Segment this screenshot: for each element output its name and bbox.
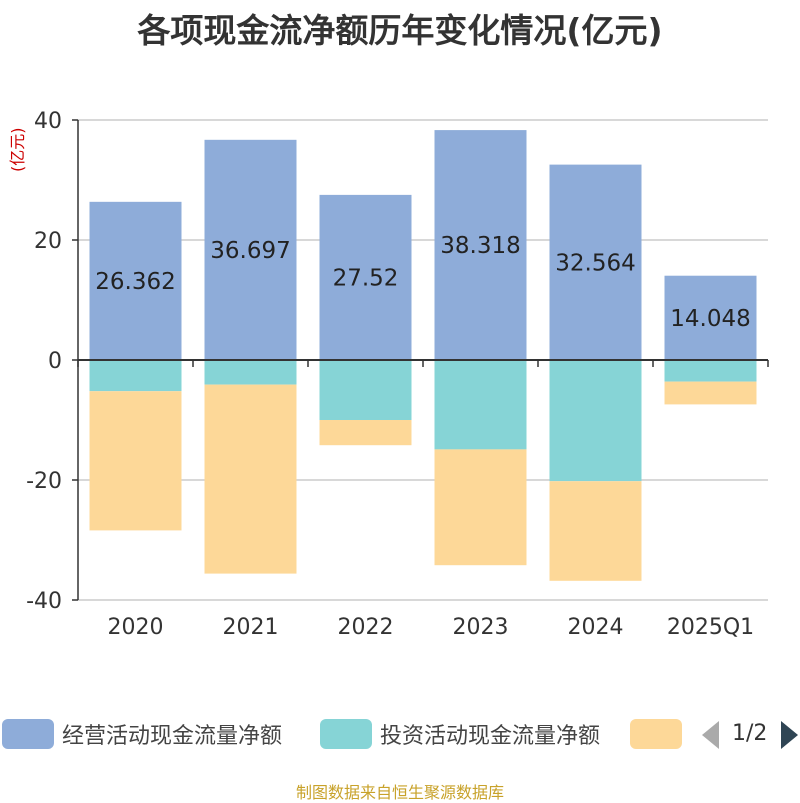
chart-title: 各项现金流净额历年变化情况(亿元) xyxy=(137,11,663,50)
y-tick-label: 40 xyxy=(34,109,62,134)
legend-swatch-financing xyxy=(630,719,682,749)
data-label-operating: 36.697 xyxy=(210,238,290,264)
bar-operating xyxy=(204,139,297,360)
y-tick-label: 0 xyxy=(48,349,62,374)
bar-financing xyxy=(89,391,182,531)
bar-series xyxy=(89,130,757,581)
y-tick-label: 20 xyxy=(34,229,62,254)
y-tick-label: -40 xyxy=(26,589,62,614)
x-tick-label: 2023 xyxy=(453,615,509,640)
data-label-operating: 38.318 xyxy=(440,233,520,259)
bar-investing xyxy=(89,360,182,392)
bar-chart: 40 20 0 -20 -40 2020 2021 2022 2023 2024 2025Q1 26… xyxy=(26,109,769,640)
pager-page-indicator: 1/2 xyxy=(732,721,768,746)
legend-swatch-investing xyxy=(320,719,372,749)
bar-operating xyxy=(549,164,642,360)
x-tick-label: 2024 xyxy=(568,615,624,640)
bar-investing xyxy=(319,360,412,420)
legend-pager: 1/2 xyxy=(700,719,800,751)
data-source-note: 制图数据来自恒生聚源数据库 xyxy=(295,783,504,802)
bar-operating xyxy=(89,201,182,360)
x-tick-label: 2022 xyxy=(338,615,394,640)
legend-item-financing[interactable] xyxy=(630,714,682,754)
bar-operating xyxy=(434,130,527,360)
bar-investing xyxy=(204,360,297,385)
bar-financing xyxy=(664,381,757,405)
data-label-operating: 14.048 xyxy=(670,306,750,332)
legend-label-investing: 投资活动现金流量净额 xyxy=(380,724,601,749)
x-tick-label: 2025Q1 xyxy=(667,615,754,640)
axes: 40 20 0 -20 -40 2020 2021 2022 2023 2024 2025Q1 xyxy=(26,109,769,640)
pager-prev-arrow-icon[interactable] xyxy=(702,721,719,749)
legend-label-operating: 经营活动现金流量净额 xyxy=(62,724,283,749)
legend-item-operating[interactable]: 经营活动现金流量净额 xyxy=(2,714,282,754)
legend-swatch-operating xyxy=(2,719,54,749)
bar-investing xyxy=(664,360,757,382)
data-label-operating: 27.52 xyxy=(333,265,399,291)
legend-item-investing[interactable]: 投资活动现金流量净额 xyxy=(320,714,600,754)
bar-financing xyxy=(319,420,412,446)
x-tick-label: 2021 xyxy=(223,615,279,640)
bar-investing xyxy=(434,360,527,450)
x-tick-label: 2020 xyxy=(108,615,164,640)
data-label-operating: 26.362 xyxy=(95,269,175,295)
y-tick-label: -20 xyxy=(26,469,62,494)
bar-operating xyxy=(319,194,412,360)
bar-operating xyxy=(664,275,757,360)
pager-next-arrow-icon[interactable] xyxy=(781,721,798,749)
legend: 经营活动现金流量净额 投资活动现金流量净额 xyxy=(0,714,800,754)
bar-investing xyxy=(549,360,642,482)
data-labels: 26.362 36.697 27.52 38.318 32.564 14.048 xyxy=(95,233,750,332)
bar-financing xyxy=(204,384,297,574)
bar-financing xyxy=(549,481,642,581)
data-label-operating: 32.564 xyxy=(555,250,635,276)
bar-financing xyxy=(434,449,527,566)
grid-lines xyxy=(78,119,768,601)
